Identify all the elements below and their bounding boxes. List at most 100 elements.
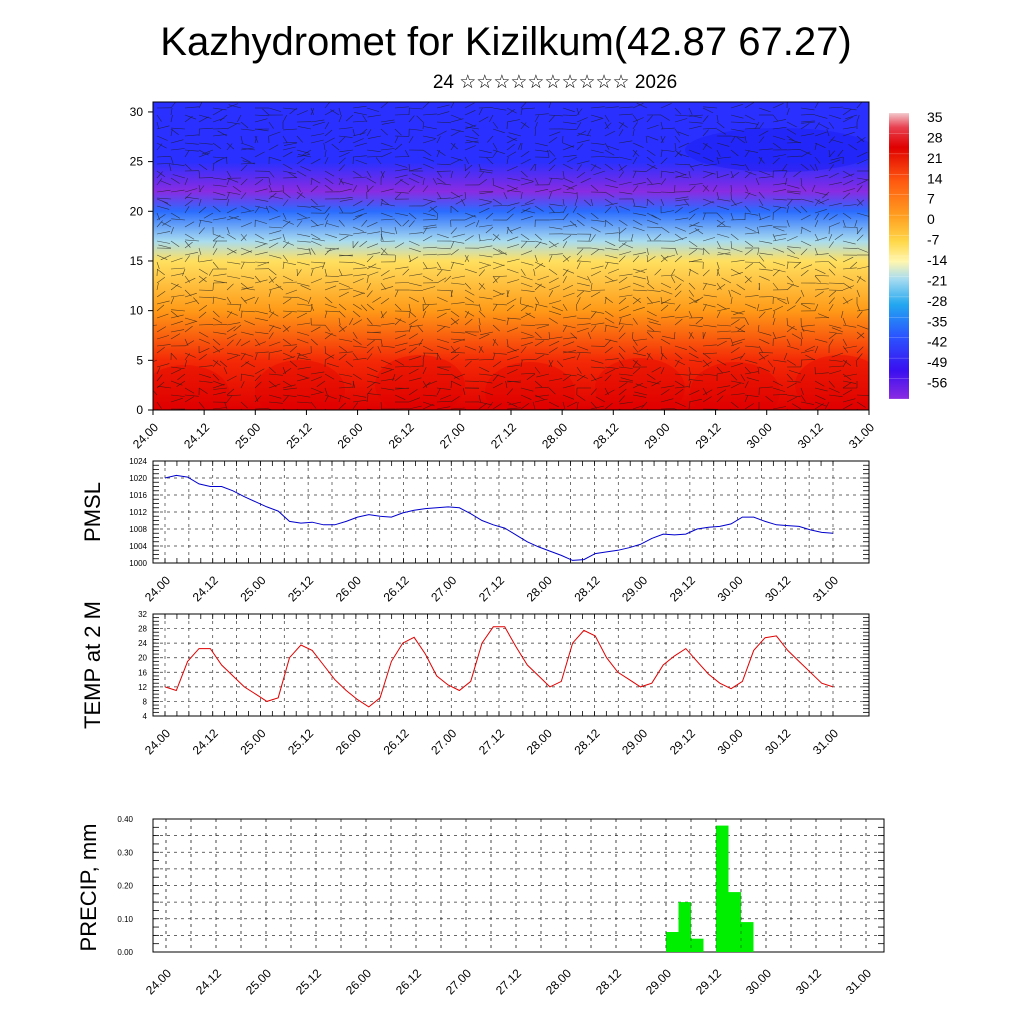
wind-barb (170, 148, 185, 151)
wind-barb (408, 296, 419, 303)
wind-barb (758, 156, 765, 164)
wind-barb (576, 108, 583, 116)
x-tick-label: 29.00 (641, 420, 672, 451)
x-tick-label: 27.12 (488, 420, 519, 451)
wind-barb (212, 331, 227, 335)
wind-barb (324, 122, 330, 130)
wind-barb (212, 360, 219, 368)
wind-barb (632, 289, 647, 292)
wind-barb (758, 282, 760, 291)
wind-barb (632, 149, 640, 157)
colorbar-label: 35 (927, 109, 943, 125)
wind-barb (381, 121, 396, 125)
wind-barb (282, 146, 296, 151)
wind-barb (226, 226, 230, 234)
wind-barb (534, 296, 540, 304)
wind-barb (520, 191, 523, 200)
wind-barb (240, 310, 255, 313)
wind-barb (660, 389, 670, 396)
wind-barb (240, 275, 255, 279)
wind-barb (226, 355, 239, 361)
wind-barb (492, 338, 496, 347)
wind-barb (646, 212, 657, 219)
wind-barb (198, 127, 213, 130)
wind-barb (176, 380, 186, 387)
wind-barb (716, 173, 729, 179)
wind-barb (170, 114, 173, 123)
wind-barb (717, 225, 732, 228)
wind-barb (184, 252, 198, 256)
wind-barb (702, 129, 709, 137)
x-tick-label: 25.00 (232, 420, 263, 451)
x-tick-label: 27.12 (476, 726, 507, 757)
wind-barb (380, 298, 390, 305)
wind-barb (184, 240, 191, 248)
wind-barb (464, 296, 475, 303)
wind-barb (338, 310, 346, 318)
wind-barb (282, 325, 291, 333)
wind-barb (569, 220, 578, 228)
wind-barb (772, 268, 786, 273)
wind-barb (226, 191, 230, 200)
wind-barb (562, 315, 577, 319)
wind-barb (478, 303, 482, 311)
wind-barb (800, 349, 814, 354)
wind-barb (394, 156, 410, 158)
wind-barb (688, 366, 691, 375)
wind-barb (422, 198, 436, 203)
wind-barb (814, 268, 826, 274)
wind-barb (632, 394, 647, 398)
wind-barb (576, 373, 588, 379)
x-tick-label: 29.12 (693, 420, 724, 451)
wind-barb (296, 252, 311, 256)
wind-barb (818, 198, 830, 204)
wind-barb (562, 114, 577, 116)
wind-barb (506, 151, 517, 158)
wind-barb (296, 212, 307, 219)
wind-barb (730, 104, 743, 109)
wind-barb (282, 312, 292, 319)
wind-barb (683, 199, 690, 207)
y-tick-label: 12 (138, 683, 147, 692)
wind-barb (282, 199, 289, 207)
wind-barb (646, 247, 649, 256)
wind-barb (730, 289, 742, 296)
wind-barb (520, 181, 534, 186)
wind-barb (240, 222, 252, 228)
wind-barb (828, 164, 834, 172)
y-tick-label: 1012 (129, 508, 147, 517)
wind-barb (632, 171, 637, 179)
wind-barb (310, 185, 319, 193)
wind-barb (422, 286, 436, 291)
wind-barb (422, 246, 437, 249)
wind-barb (268, 325, 275, 333)
wind-barb (674, 247, 678, 255)
wind-barb (590, 270, 602, 277)
wind-barb (462, 388, 466, 396)
wind-barb (340, 181, 354, 186)
wind-barb (394, 317, 406, 323)
wind-barb (618, 366, 633, 369)
wind-barb (310, 269, 314, 277)
wind-barb (815, 275, 830, 277)
wind-barb (184, 150, 190, 158)
wind-barb (632, 275, 646, 280)
wind-barb (316, 380, 326, 387)
wind-barb (562, 336, 577, 340)
wind-barb (590, 291, 601, 298)
wind-barb (352, 357, 367, 361)
x-tick-label: 28.00 (524, 573, 555, 604)
wind-barb (590, 219, 605, 222)
wind-barb (520, 107, 523, 116)
wind-barb (492, 374, 499, 382)
wind-barb (856, 177, 869, 181)
wind-barb (759, 352, 774, 354)
wind-barb (674, 173, 687, 179)
wind-barb (184, 353, 190, 361)
wind-barb (842, 109, 852, 116)
wind-barb (338, 152, 350, 158)
wind-barb (660, 385, 675, 389)
wind-barb (688, 401, 691, 410)
wind-barb (534, 128, 537, 137)
wind-barb (548, 317, 558, 324)
